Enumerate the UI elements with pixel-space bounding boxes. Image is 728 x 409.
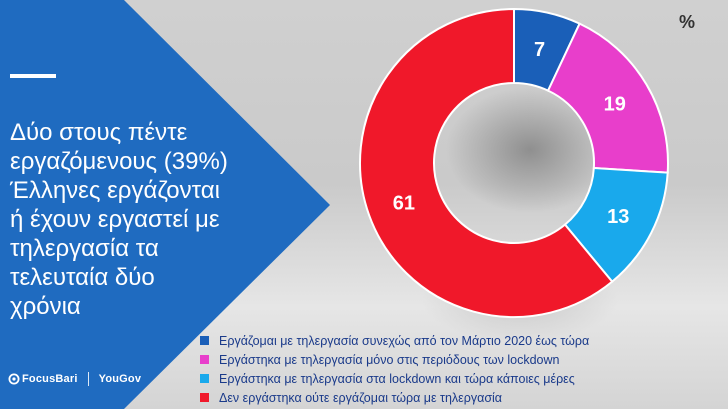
legend-swatch: [200, 355, 209, 364]
data-label-2: 19: [604, 93, 626, 115]
accent-line: [10, 74, 56, 78]
legend-label: Δεν εργάστηκα ούτε εργάζομαι τώρα με τηλ…: [219, 390, 503, 405]
data-label-1: 7: [534, 39, 545, 61]
legend-label: Εργάζομαι με τηλεργασία συνεχώς από τον …: [219, 333, 590, 348]
data-label-3: 13: [607, 206, 629, 228]
legend-item: Εργάστηκα με τηλεργασία μόνο στις περιόδ…: [200, 350, 589, 369]
legend-swatch: [200, 393, 209, 402]
donut-slice-2: [546, 22, 669, 174]
legend-item: Δεν εργάστηκα ούτε εργάζομαι τώρα με τηλ…: [200, 388, 589, 407]
legend-label: Εργάστηκα με τηλεργασία στα lockdown και…: [219, 371, 575, 386]
legend-label: Εργάστηκα με τηλεργασία μόνο στις περιόδ…: [219, 352, 560, 367]
brand-divider: [87, 372, 89, 386]
donut-slice-4: [359, 7, 614, 318]
data-label-4: 61: [393, 193, 415, 215]
headline: Δύο στους πέντε εργαζόμενους (39%) Έλλην…: [10, 119, 228, 320]
unit-label: %: [679, 12, 696, 32]
focusbari-logo-icon: [8, 373, 20, 385]
legend-item: Εργάζομαι με τηλεργασία συνεχώς από τον …: [200, 331, 589, 350]
yougov-logo: YouGov: [98, 373, 142, 385]
legend-swatch: [200, 336, 209, 345]
chart-legend: Εργάζομαι με τηλεργασία συνεχώς από τον …: [200, 331, 589, 407]
legend-item: Εργάστηκα με τηλεργασία στα lockdown και…: [200, 369, 589, 388]
brand-logos: FocusBari YouGov: [8, 372, 141, 386]
focusbari-logo: FocusBari: [22, 373, 78, 385]
legend-swatch: [200, 374, 209, 383]
